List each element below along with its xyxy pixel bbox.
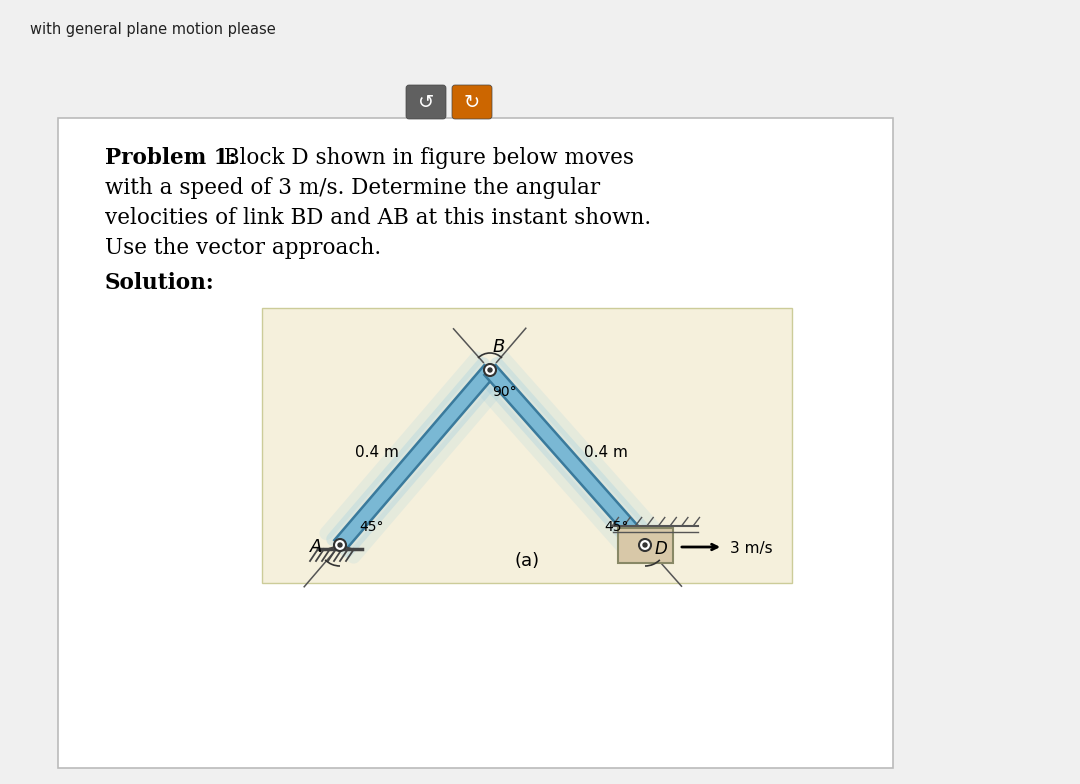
Text: A: A [310, 538, 322, 556]
Polygon shape [335, 365, 496, 550]
Text: D: D [654, 540, 667, 558]
Text: ↺: ↺ [418, 93, 434, 111]
FancyBboxPatch shape [262, 308, 792, 583]
Text: Problem 1:: Problem 1: [105, 147, 237, 169]
Circle shape [338, 543, 342, 547]
Text: 0.4 m: 0.4 m [355, 445, 399, 460]
Text: 45°: 45° [360, 520, 384, 534]
Text: 90°: 90° [491, 385, 516, 399]
Circle shape [488, 368, 492, 372]
Text: Block D shown in figure below moves: Block D shown in figure below moves [217, 147, 634, 169]
Text: (a): (a) [514, 552, 540, 570]
Text: 3 m/s: 3 m/s [730, 540, 772, 556]
Circle shape [643, 543, 647, 547]
Circle shape [484, 364, 496, 376]
Text: 45°: 45° [605, 520, 630, 534]
Text: velocities of link BD and AB at this instant shown.: velocities of link BD and AB at this ins… [105, 207, 651, 229]
Text: ↻: ↻ [463, 93, 481, 111]
Text: B: B [492, 338, 505, 356]
Polygon shape [328, 545, 352, 549]
FancyBboxPatch shape [58, 118, 893, 768]
Text: with a speed of 3 m/s. Determine the angular: with a speed of 3 m/s. Determine the ang… [105, 177, 600, 199]
Circle shape [639, 539, 651, 551]
Polygon shape [485, 365, 650, 550]
FancyBboxPatch shape [618, 528, 673, 562]
Text: 0.4 m: 0.4 m [583, 445, 627, 460]
FancyBboxPatch shape [453, 85, 492, 119]
Text: Solution:: Solution: [105, 272, 215, 294]
Text: Use the vector approach.: Use the vector approach. [105, 237, 381, 259]
Circle shape [334, 539, 346, 551]
Text: with general plane motion please: with general plane motion please [30, 22, 275, 37]
FancyBboxPatch shape [406, 85, 446, 119]
